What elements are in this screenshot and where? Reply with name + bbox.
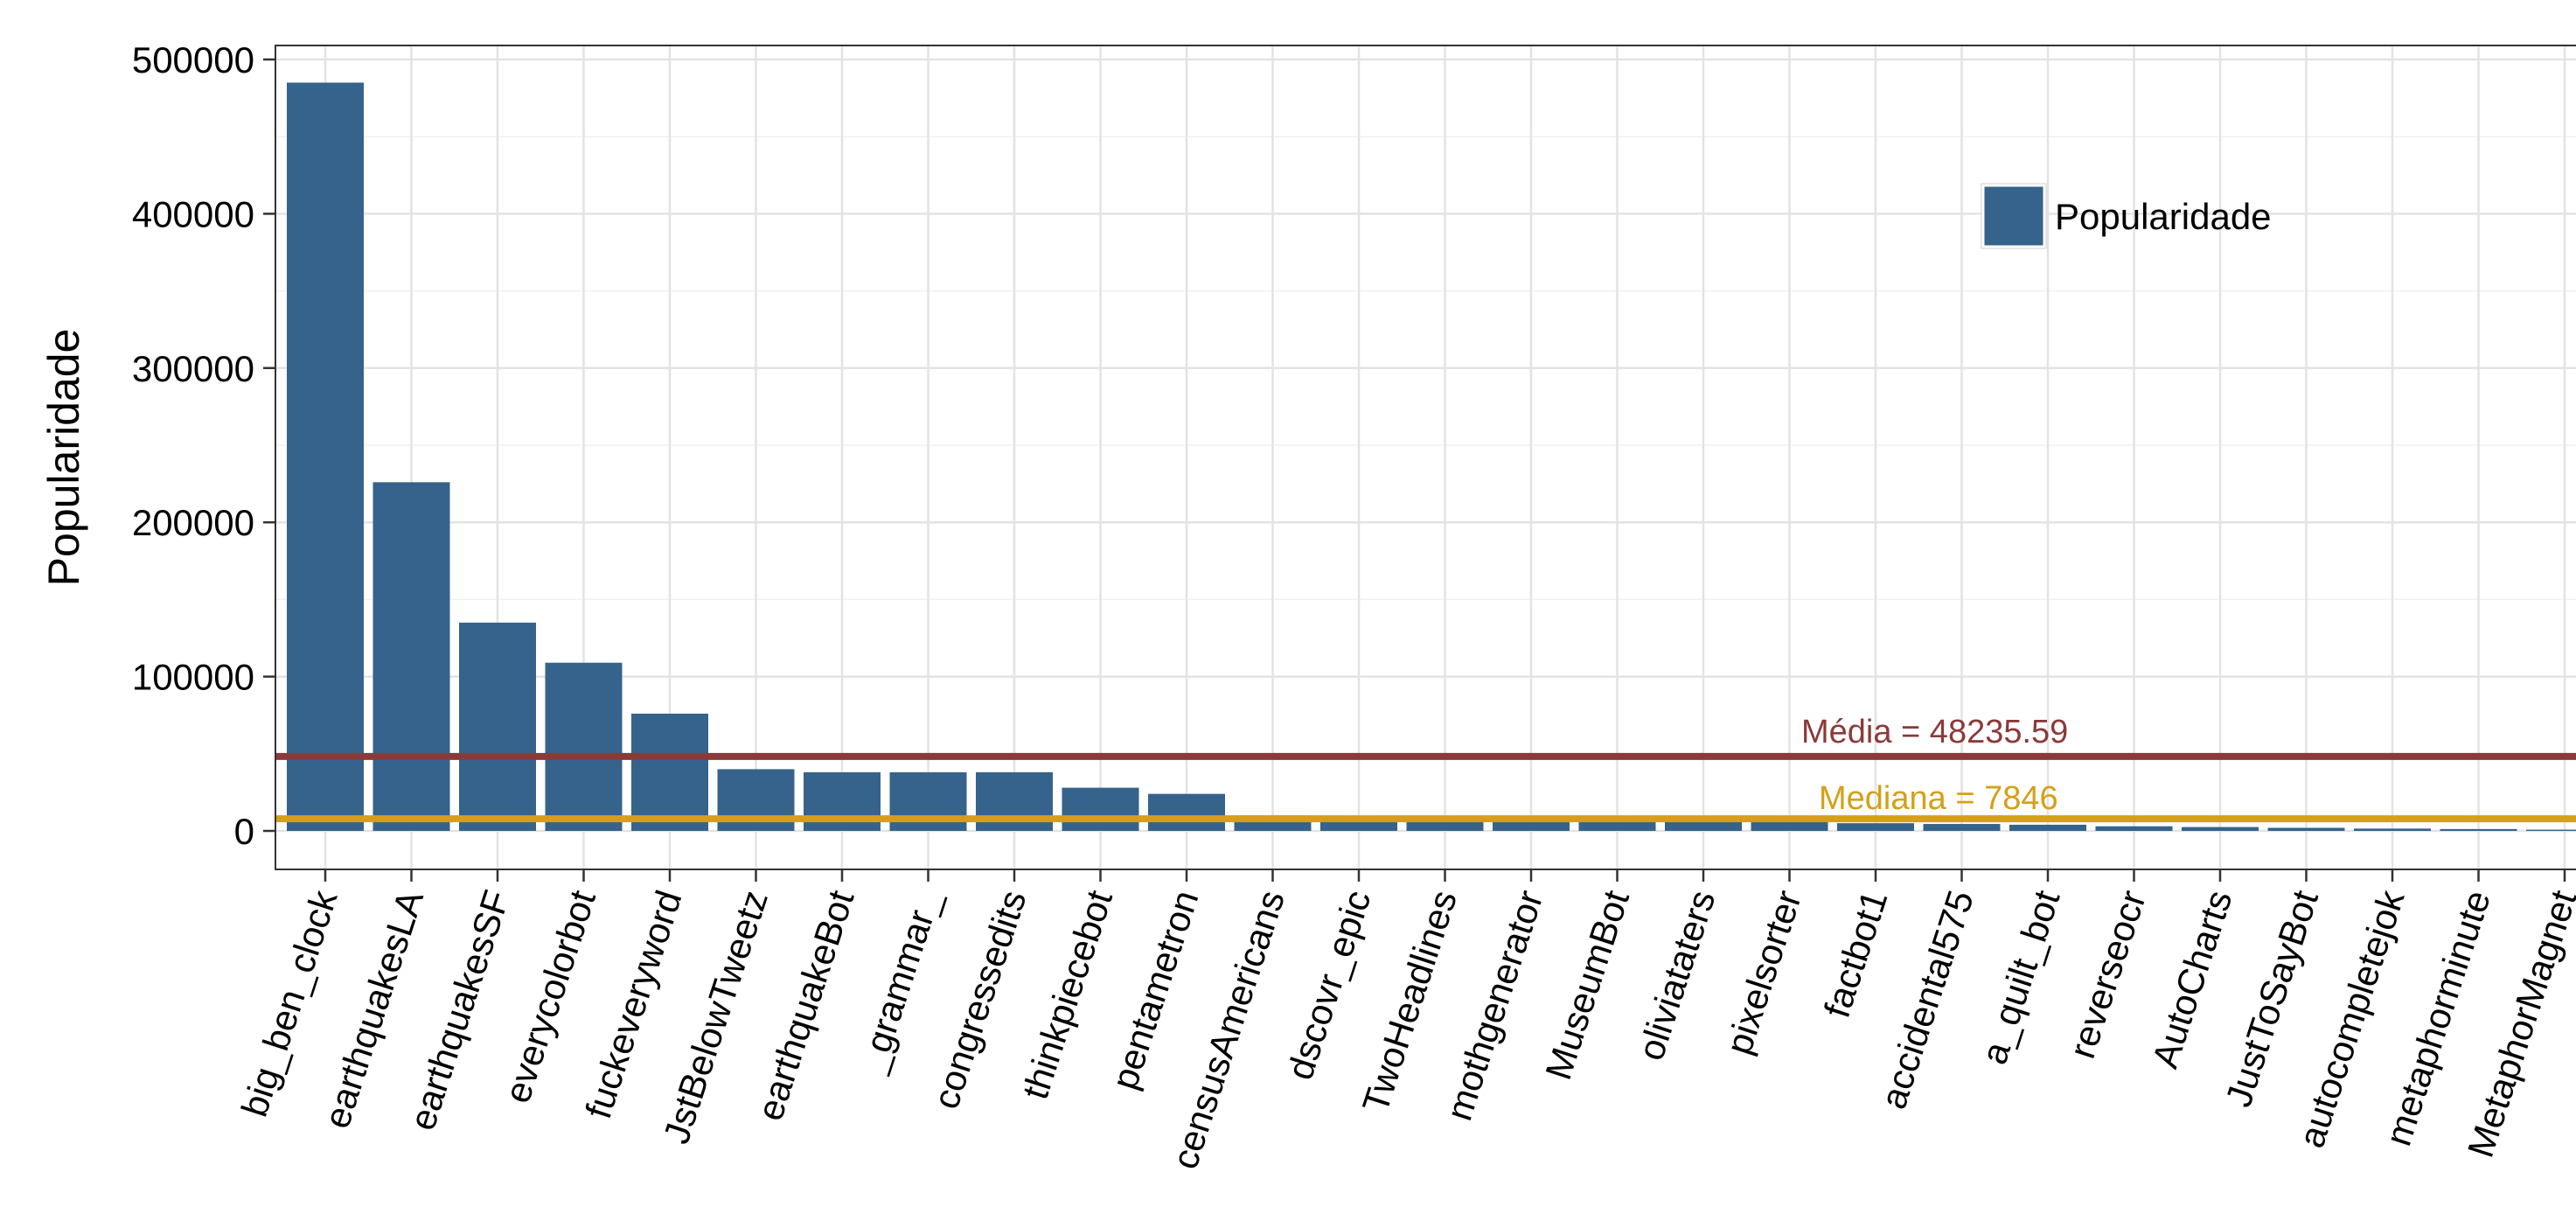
- bar: [2182, 827, 2259, 831]
- y-tick-label: 0: [234, 811, 254, 852]
- bar: [2267, 827, 2345, 831]
- y-tick-label: 500000: [132, 39, 254, 80]
- bar: [545, 662, 623, 831]
- bar: [287, 82, 364, 831]
- bar: [1923, 824, 2001, 831]
- y-tick-label: 400000: [132, 193, 254, 234]
- reference-line-label: Mediana = 7846: [1819, 780, 2058, 817]
- reference-line-label: Média = 48235.59: [1801, 714, 2068, 750]
- bar: [459, 622, 536, 831]
- bar: [2009, 824, 2086, 831]
- bar: [1062, 787, 1139, 831]
- bar: [1665, 820, 1742, 831]
- reference-lines: Média = 48235.59 Mediana = 7846: [275, 714, 2576, 823]
- y-tick-label: 100000: [132, 657, 254, 698]
- y-tick-label: 200000: [132, 502, 254, 543]
- bar: [1751, 821, 1828, 831]
- bar: [2440, 828, 2517, 831]
- plot-panel-border: [275, 45, 2576, 870]
- bar: [372, 482, 450, 831]
- legend-swatch: [1981, 184, 2046, 248]
- grid-lines: [275, 45, 2576, 869]
- bar: [2354, 828, 2431, 831]
- legend-key-border: [1981, 183, 2047, 249]
- y-axis-title: Popularidade: [39, 329, 88, 587]
- bar: [631, 713, 708, 831]
- y-tick-label: 300000: [132, 348, 254, 389]
- bar: [2526, 829, 2576, 831]
- bar: [1837, 823, 1914, 831]
- y-axis: 0 100000 200000 300000 400000 500000: [132, 39, 275, 852]
- legend-label: Popularidade: [2055, 196, 2272, 237]
- bar: [1148, 793, 1225, 831]
- legend: Popularidade: [1981, 183, 2272, 249]
- bar: [2095, 826, 2173, 831]
